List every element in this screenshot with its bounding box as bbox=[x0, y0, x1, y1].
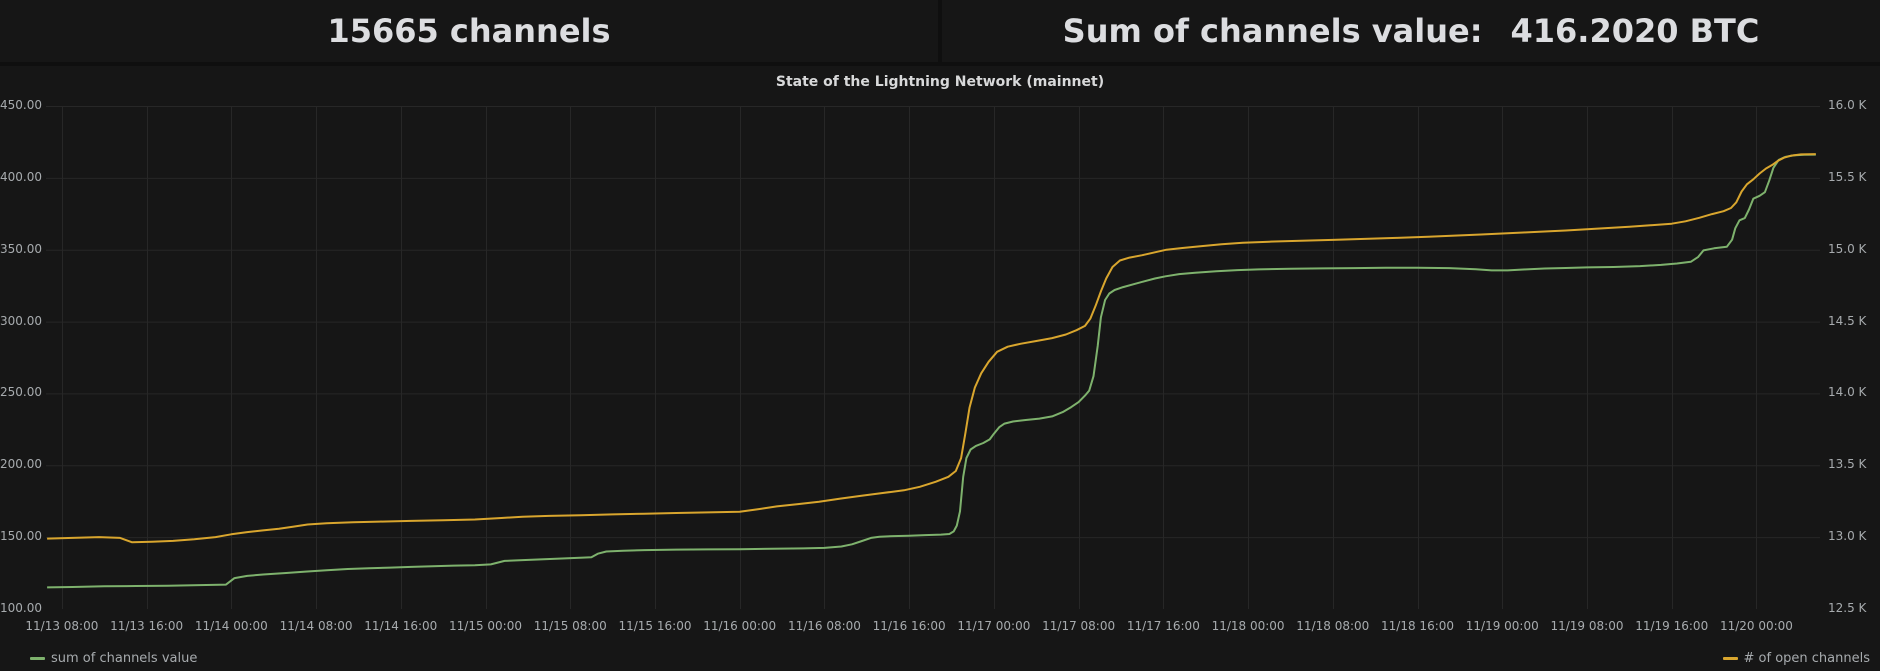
x-axis-label: 11/18 08:00 bbox=[1296, 619, 1370, 633]
x-axis-label: 11/15 00:00 bbox=[449, 619, 522, 633]
x-axis-label: 11/13 16:00 bbox=[110, 619, 184, 633]
channels-count-stat: 15665 channels bbox=[327, 12, 611, 50]
legend-open-channels[interactable]: # of open channels bbox=[1722, 651, 1870, 666]
x-axis-label: 11/13 08:00 bbox=[25, 619, 99, 633]
y-axis-right-label: 15.0 K bbox=[1828, 241, 1867, 256]
legend-label-open-channels: # of open channels bbox=[1743, 651, 1870, 666]
series-of-open-channels bbox=[47, 153, 1816, 544]
y-axis-right-label: 14.5 K bbox=[1828, 313, 1867, 328]
x-axis-label: 11/20 00:00 bbox=[1719, 619, 1793, 633]
y-axis-left-label: 350.00 bbox=[0, 241, 42, 256]
y-axis-left-label: 150.00 bbox=[0, 529, 42, 544]
x-axis-label: 11/17 08:00 bbox=[1042, 619, 1116, 633]
x-axis-label: 11/14 16:00 bbox=[364, 619, 438, 633]
y-axis-right-label: 14.0 K bbox=[1828, 385, 1867, 400]
x-axis-label: 11/15 08:00 bbox=[533, 619, 607, 633]
x-axis-label: 11/14 08:00 bbox=[279, 619, 353, 633]
channels-value-label: Sum of channels value: bbox=[1062, 12, 1483, 50]
x-axis-label: 11/19 08:00 bbox=[1550, 619, 1624, 633]
x-axis-label: 11/16 00:00 bbox=[703, 619, 777, 633]
y-axis-right-label: 12.5 K bbox=[1828, 601, 1867, 615]
x-axis-label: 11/17 00:00 bbox=[957, 619, 1031, 633]
chart-title[interactable]: State of the Lightning Network (mainnet) bbox=[775, 74, 1105, 90]
header-row: 15665 channels Sum of channels value: 41… bbox=[0, 0, 1880, 62]
channels-value-stat: 416.2020 BTC bbox=[1510, 12, 1760, 50]
x-axis-label: 11/18 16:00 bbox=[1381, 619, 1455, 633]
y-axis-right-label: 13.0 K bbox=[1828, 529, 1867, 544]
series-sum-of-channels-value bbox=[47, 153, 1816, 589]
y-axis-right-label: 16.0 K bbox=[1828, 98, 1867, 112]
x-axis-label: 11/16 16:00 bbox=[872, 619, 946, 633]
y-axis-left-label: 300.00 bbox=[0, 313, 42, 328]
x-axis-label: 11/19 00:00 bbox=[1465, 619, 1539, 633]
x-axis-label: 11/15 16:00 bbox=[618, 619, 692, 633]
x-axis-label: 11/14 00:00 bbox=[194, 619, 268, 633]
y-axis-right-label: 13.5 K bbox=[1828, 457, 1867, 472]
plot-area[interactable] bbox=[46, 106, 1820, 609]
x-axis-label: 11/16 08:00 bbox=[787, 619, 861, 633]
y-axis-left-label: 100.00 bbox=[0, 601, 42, 615]
legend-label-sum-of-channels-value: sum of channels value bbox=[51, 651, 198, 666]
y-axis-left-label: 250.00 bbox=[0, 385, 42, 400]
legend-marker-yellow bbox=[1722, 657, 1738, 660]
legend-marker-green bbox=[30, 657, 45, 660]
y-axis-left-label: 400.00 bbox=[0, 169, 42, 184]
y-axis-left-label: 450.00 bbox=[0, 98, 42, 112]
y-axis-right-label: 15.5 K bbox=[1828, 169, 1867, 184]
x-axis-label: 11/19 16:00 bbox=[1635, 619, 1709, 633]
x-axis-label: 11/17 16:00 bbox=[1126, 619, 1200, 633]
channels-count-panel[interactable]: 15665 channels bbox=[0, 0, 938, 62]
x-axis-label: 11/18 00:00 bbox=[1211, 619, 1285, 633]
chart-panel: State of the Lightning Network (mainnet)… bbox=[0, 66, 1880, 671]
chart-legend: sum of channels value # of open channels bbox=[30, 651, 1870, 666]
channels-value-panel[interactable]: Sum of channels value: 416.2020 BTC bbox=[942, 0, 1880, 62]
y-axis-left-label: 200.00 bbox=[0, 457, 42, 472]
legend-sum-of-channels-value[interactable]: sum of channels value bbox=[30, 651, 197, 666]
